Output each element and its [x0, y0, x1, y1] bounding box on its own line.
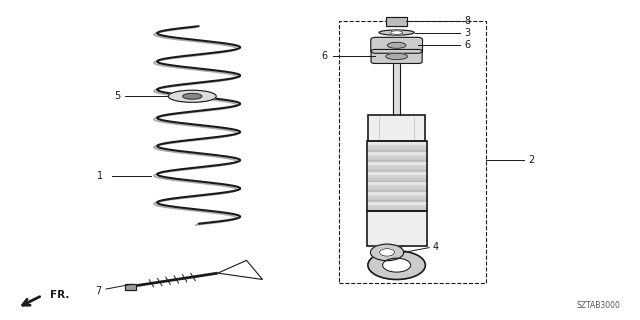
Bar: [392, 246, 401, 251]
Bar: [367, 151, 427, 156]
Text: 5: 5: [115, 91, 121, 101]
Text: 4: 4: [433, 242, 438, 252]
Ellipse shape: [168, 90, 216, 102]
Bar: [367, 181, 427, 186]
Circle shape: [380, 249, 394, 256]
Ellipse shape: [390, 31, 403, 34]
Bar: [367, 171, 427, 176]
Bar: [367, 141, 427, 146]
Bar: [367, 206, 427, 211]
FancyBboxPatch shape: [387, 17, 407, 26]
Text: 6: 6: [321, 52, 328, 61]
Bar: [367, 156, 427, 161]
Bar: [367, 196, 427, 201]
Bar: [367, 201, 427, 206]
Text: 3: 3: [465, 28, 470, 37]
Bar: [367, 146, 427, 151]
Ellipse shape: [182, 93, 202, 99]
Bar: [367, 211, 427, 246]
Circle shape: [368, 251, 426, 279]
Bar: [368, 116, 426, 141]
Circle shape: [371, 244, 404, 261]
Bar: [393, 61, 401, 116]
Bar: [367, 141, 427, 211]
Text: 7: 7: [95, 286, 102, 296]
FancyBboxPatch shape: [371, 50, 422, 63]
Bar: [367, 161, 427, 166]
Text: 1: 1: [97, 171, 103, 181]
Bar: [367, 166, 427, 171]
Ellipse shape: [386, 53, 408, 60]
Text: 2: 2: [528, 155, 534, 165]
Text: 8: 8: [465, 16, 470, 27]
Ellipse shape: [387, 42, 406, 48]
Bar: [125, 284, 136, 290]
Bar: [368, 116, 426, 141]
Bar: [367, 211, 427, 246]
Bar: [367, 186, 427, 191]
Bar: [367, 191, 427, 196]
Text: FR.: FR.: [50, 291, 69, 300]
FancyBboxPatch shape: [371, 37, 422, 53]
Ellipse shape: [379, 30, 414, 35]
Circle shape: [383, 258, 411, 272]
Text: 6: 6: [465, 40, 470, 50]
Text: SZTAB3000: SZTAB3000: [576, 301, 620, 310]
Bar: [367, 176, 427, 181]
Bar: [125, 284, 136, 290]
